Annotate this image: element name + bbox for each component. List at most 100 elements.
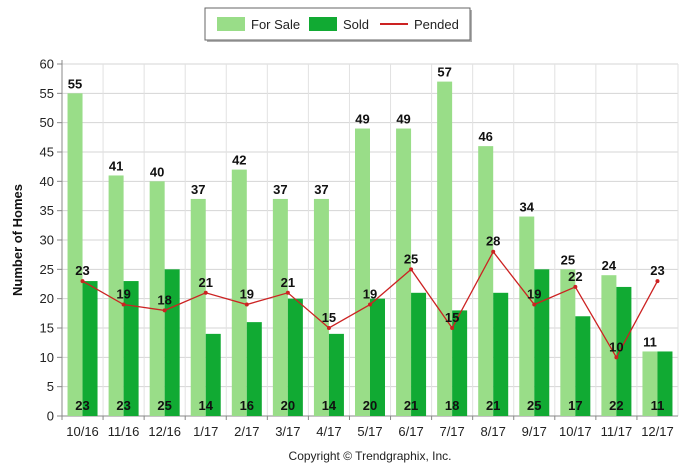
x-tick-label: 11/17 <box>601 424 633 439</box>
bar-sold <box>616 286 632 416</box>
bar-for-sale <box>560 269 576 416</box>
x-tick-label: 8/17 <box>481 424 506 439</box>
bar-sold <box>164 269 180 416</box>
x-tick-label: 3/17 <box>275 424 300 439</box>
data-label-sold: 21 <box>486 398 500 413</box>
y-tick-label: 0 <box>47 409 54 424</box>
data-label-sold: 11 <box>651 398 665 413</box>
copyright-text: Copyright © Trendgraphix, Inc. <box>289 449 452 463</box>
bar-for-sale <box>67 93 83 416</box>
data-label-sold: 25 <box>157 398 171 413</box>
y-tick-label: 5 <box>47 379 54 394</box>
data-label-for-sale: 46 <box>478 129 492 144</box>
pended-point <box>491 249 496 254</box>
data-label-for-sale: 55 <box>68 76 82 91</box>
legend-swatch-for-sale <box>217 17 245 31</box>
pended-point <box>285 290 290 295</box>
bar-sold <box>123 281 139 416</box>
bar-for-sale <box>272 198 288 416</box>
data-label-for-sale: 37 <box>314 182 328 197</box>
bars <box>67 81 673 417</box>
bar-for-sale <box>519 216 535 416</box>
data-label-sold: 22 <box>609 398 623 413</box>
data-label-pended: 10 <box>609 339 623 354</box>
x-tick-label: 12/16 <box>148 424 181 439</box>
pended-point <box>532 302 537 307</box>
y-tick-label: 50 <box>40 115 54 130</box>
y-tick-label: 45 <box>40 145 54 160</box>
x-tick-label: 4/17 <box>316 424 341 439</box>
data-label-for-sale: 11 <box>643 334 657 349</box>
x-tick-label: 5/17 <box>357 424 382 439</box>
data-label-for-sale: 49 <box>355 112 369 127</box>
bar-for-sale <box>231 169 247 416</box>
data-label-pended: 19 <box>363 287 377 302</box>
pended-point <box>244 302 249 307</box>
data-label-sold: 20 <box>281 398 295 413</box>
data-label-for-sale: 41 <box>109 158 123 173</box>
data-label-sold: 25 <box>527 398 541 413</box>
pended-point <box>655 279 660 284</box>
x-tick-label: 12/17 <box>641 424 674 439</box>
data-label-for-sale: 24 <box>602 258 617 273</box>
bar-for-sale <box>108 175 124 416</box>
data-label-for-sale: 40 <box>150 164 164 179</box>
data-label-sold: 20 <box>363 398 377 413</box>
bar-for-sale <box>313 198 329 416</box>
data-labels: 55 23 41 23 40 25 37 14 42 16 37 20 37 14 49 20 49 21 57 18… <box>68 65 665 413</box>
bar-for-sale <box>478 146 494 416</box>
bar-sold <box>411 292 427 416</box>
data-label-for-sale: 34 <box>520 200 535 215</box>
axes: 0 5 10 15 20 25 30 35 40 45 50 55 60 10/16 11/16 12/16 1… <box>40 57 678 439</box>
bar-for-sale <box>355 128 370 417</box>
bar-sold <box>493 292 509 416</box>
y-tick-label: 40 <box>40 174 54 189</box>
data-label-pended: 23 <box>650 263 664 278</box>
y-tick-label: 10 <box>40 350 54 365</box>
bar-sold <box>246 322 262 416</box>
data-label-pended: 19 <box>240 287 254 302</box>
bar-for-sale <box>396 128 412 417</box>
data-label-pended: 21 <box>281 275 295 290</box>
bar-sold <box>452 310 468 416</box>
bar-sold <box>370 298 385 416</box>
bar-sold <box>575 316 591 416</box>
data-label-for-sale: 42 <box>232 153 246 168</box>
data-label-sold: 21 <box>404 398 418 413</box>
legend: For Sale Sold Pended <box>204 7 472 42</box>
data-label-sold: 16 <box>240 398 254 413</box>
pended-point <box>614 355 619 360</box>
y-tick-label: 15 <box>40 321 54 336</box>
data-label-pended: 23 <box>75 263 89 278</box>
data-label-sold: 17 <box>568 398 582 413</box>
data-label-for-sale: 57 <box>437 65 451 80</box>
pended-point <box>121 302 126 307</box>
bar-sold <box>328 333 344 416</box>
pended-point <box>409 267 414 272</box>
bar-for-sale <box>642 351 658 416</box>
y-tick-label: 20 <box>40 291 54 306</box>
bar-sold <box>205 333 221 416</box>
bar-sold <box>657 351 673 416</box>
x-tick-label: 11/16 <box>108 424 140 439</box>
data-label-pended: 25 <box>404 251 418 266</box>
pended-point <box>162 308 167 313</box>
legend-box <box>204 7 471 41</box>
pended-point <box>203 290 208 295</box>
data-label-sold: 23 <box>75 398 89 413</box>
pended-point <box>326 326 331 330</box>
legend-swatch-sold <box>309 17 337 31</box>
data-label-pended: 18 <box>157 292 171 307</box>
x-tick-label: 7/17 <box>439 424 464 439</box>
x-tick-label: 10/16 <box>66 424 99 439</box>
data-label-sold: 14 <box>322 398 337 413</box>
legend-label-pended: Pended <box>414 17 459 32</box>
data-label-pended: 21 <box>198 275 212 290</box>
pended-point <box>80 279 85 284</box>
data-label-pended: 22 <box>568 269 582 284</box>
bar-for-sale <box>190 198 206 416</box>
x-tick-label: 1/17 <box>193 424 218 439</box>
y-axis-label: Number of Homes <box>10 184 25 296</box>
data-label-for-sale: 49 <box>396 112 410 127</box>
